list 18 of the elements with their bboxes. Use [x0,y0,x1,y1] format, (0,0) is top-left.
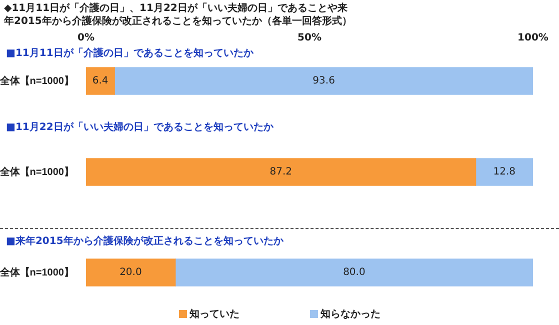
data-label: 12.8 [493,166,516,178]
data-label: 93.6 [312,76,335,87]
y-tick-label: 全体【n=1000】 [0,166,74,178]
y-tick-label: 全体【n=1000】 [0,266,74,278]
chart-title: ◆11月11日が「介護の日」、11月22日が「いい夫婦の日」であることや来年2015年から介護保険が改正されることを知っていたか（各単一回答形式） [4,2,353,28]
x-tick-label: 100% [518,32,548,44]
data-label: 87.2 [270,166,292,178]
chart-subtitle: ■11月22日が「いい夫婦の日」であることを知っていたか [6,120,274,134]
x-tick-label: 0% [78,32,94,44]
legend-label: 知らなかった [320,309,380,320]
data-label: 20.0 [120,267,142,278]
y-tick-label: 全体【n=1000】 [0,74,74,87]
x-tick-label: 50% [298,32,322,44]
chart-subtitle: ■来年2015年から介護保険が改正されることを知っていたか [6,234,284,248]
data-label: 6.4 [92,76,108,87]
data-label: 80.0 [343,267,366,278]
legend-label: 知っていた [190,309,240,320]
chart-subtitle: ■11月11日が「介護の日」であることを知っていたか [6,46,254,60]
